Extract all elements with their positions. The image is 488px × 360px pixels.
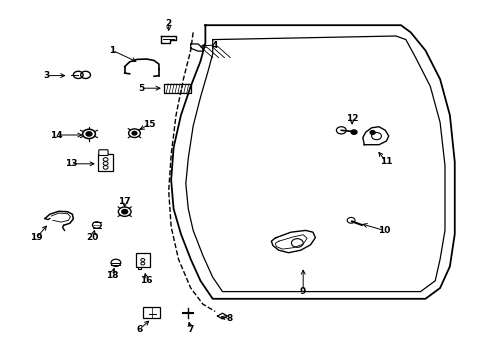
Text: 7: 7: [187, 325, 194, 334]
Text: 18: 18: [106, 271, 119, 280]
Text: 12: 12: [345, 114, 358, 123]
Text: 13: 13: [64, 159, 77, 168]
Text: 10: 10: [377, 226, 389, 235]
Text: 8: 8: [226, 314, 232, 323]
Circle shape: [132, 131, 137, 135]
Text: 14: 14: [50, 130, 62, 139]
Text: 2: 2: [165, 19, 171, 28]
Text: 4: 4: [211, 40, 218, 49]
FancyBboxPatch shape: [99, 150, 108, 156]
Text: 20: 20: [86, 233, 99, 242]
Bar: [136, 253, 149, 267]
Bar: [98, 154, 113, 171]
Text: 6: 6: [136, 325, 142, 334]
Circle shape: [122, 210, 127, 214]
Bar: [143, 307, 160, 318]
Circle shape: [86, 132, 92, 136]
Text: 11: 11: [379, 157, 392, 166]
Text: 1: 1: [109, 46, 115, 55]
Circle shape: [369, 131, 374, 134]
Text: 16: 16: [140, 276, 153, 285]
Text: 3: 3: [43, 71, 49, 80]
Text: 17: 17: [118, 197, 131, 206]
Bar: [163, 84, 190, 93]
Text: 15: 15: [142, 120, 155, 129]
Text: 5: 5: [139, 84, 144, 93]
Text: 9: 9: [299, 287, 306, 296]
Text: 19: 19: [30, 233, 43, 242]
Circle shape: [350, 130, 356, 134]
